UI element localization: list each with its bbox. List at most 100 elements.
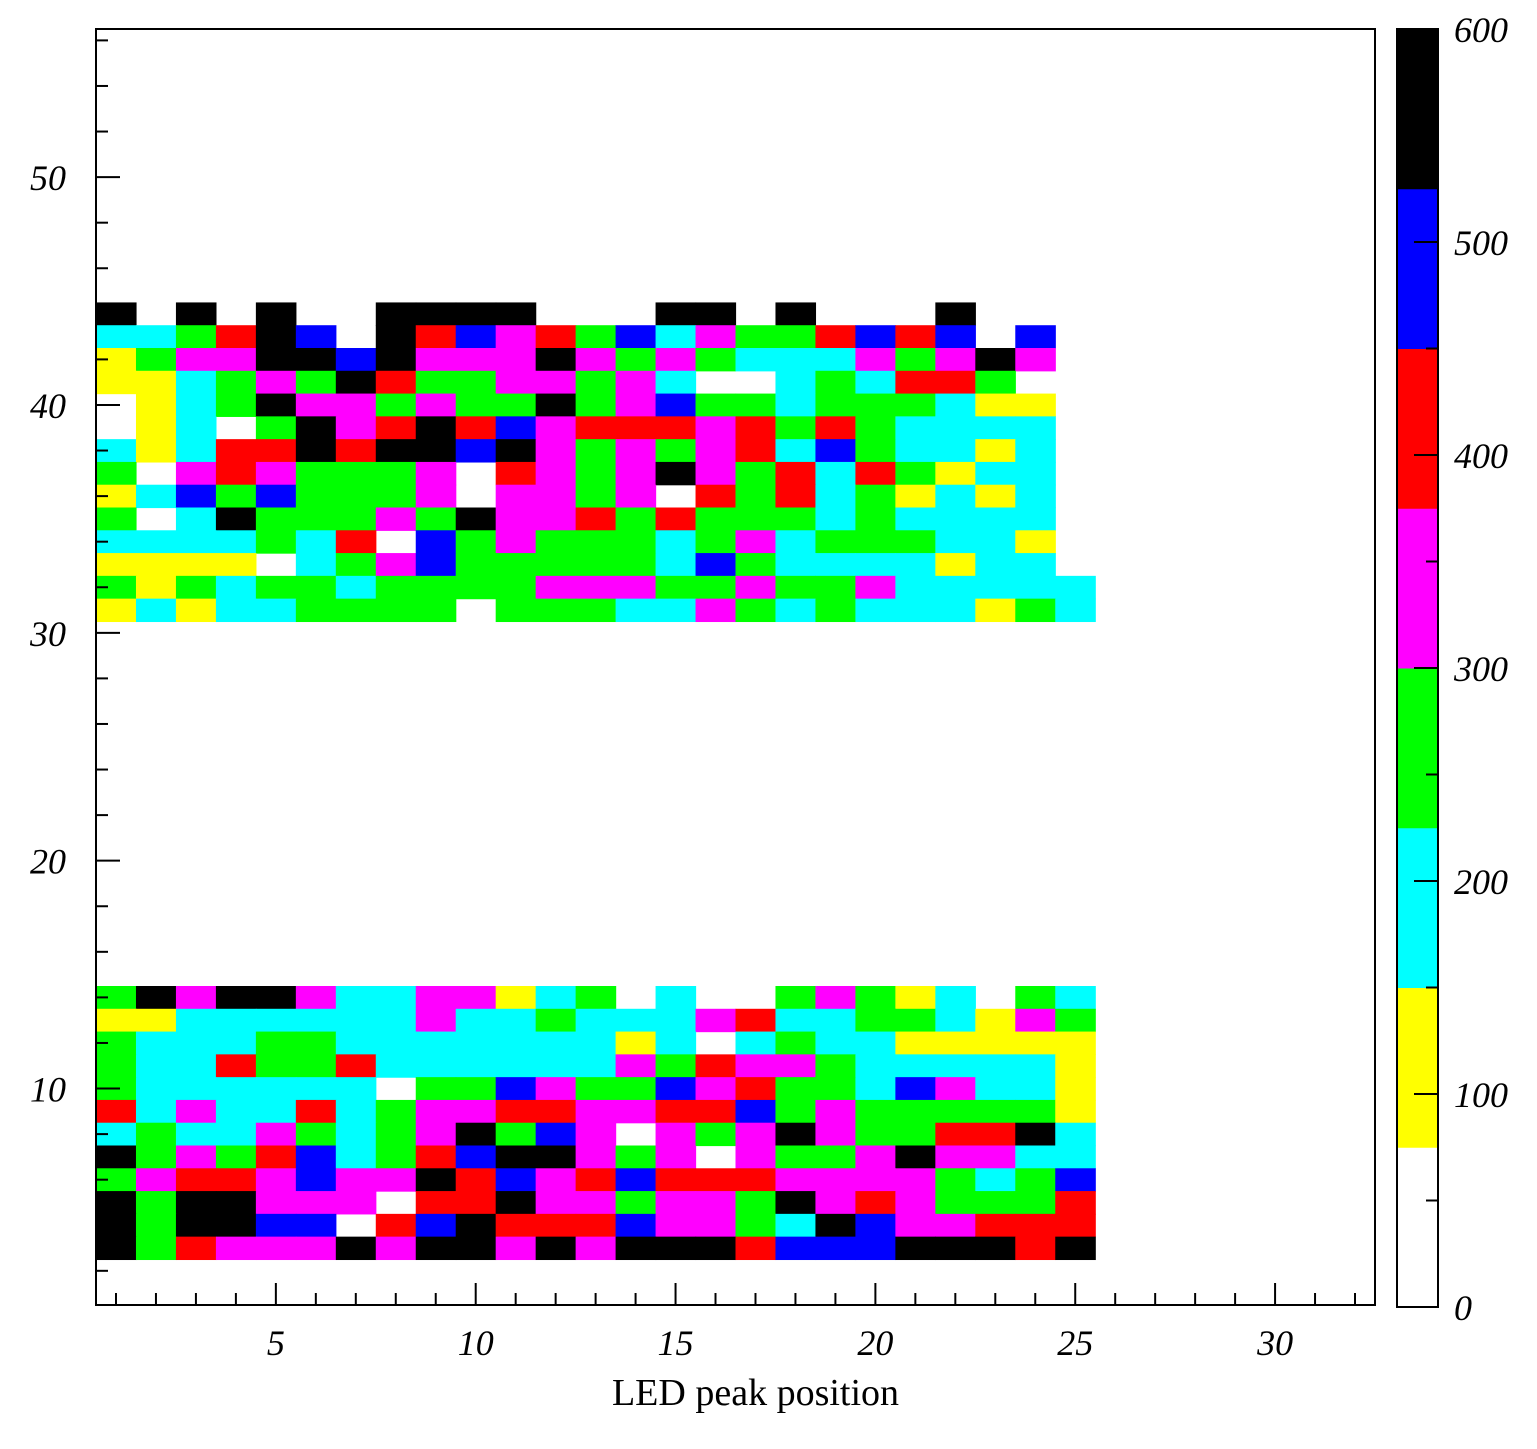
heatmap-cell — [335, 416, 377, 440]
heatmap-cell — [175, 1054, 217, 1078]
heatmap-cell — [855, 530, 896, 554]
heatmap-cell — [495, 1145, 537, 1169]
heatmap-cell — [1015, 1145, 1056, 1169]
heatmap-cell — [215, 1099, 257, 1124]
heatmap-cell — [135, 986, 177, 1010]
heatmap-cell — [935, 1099, 976, 1124]
heatmap-cell — [135, 416, 177, 440]
heatmap-cell — [175, 416, 217, 440]
heatmap-cell — [175, 370, 217, 395]
heatmap-cell — [655, 507, 697, 531]
heatmap-cell — [855, 325, 896, 349]
heatmap-cell — [375, 1054, 417, 1078]
x-tick-label: 20 — [857, 1323, 893, 1363]
heatmap-cell — [175, 530, 217, 554]
heatmap-cell — [175, 507, 217, 531]
heatmap-cell — [695, 1008, 737, 1033]
heatmap-cell — [935, 507, 976, 531]
heatmap-cell — [895, 530, 936, 554]
heatmap-cell — [815, 348, 857, 372]
heatmap-cell — [415, 575, 457, 600]
heatmap-cell — [575, 1191, 617, 1215]
heatmap-cell — [215, 439, 257, 463]
heatmap-cell — [375, 484, 417, 509]
heatmap-cell — [175, 1099, 217, 1124]
heatmap-cell — [495, 1191, 537, 1215]
heatmap-cell — [455, 1122, 497, 1147]
heatmap-cell — [255, 575, 297, 600]
heatmap-cell — [295, 1236, 337, 1261]
heatmap-cell — [735, 1191, 777, 1215]
heatmap-cell — [775, 1008, 817, 1033]
heatmap-cell — [135, 393, 177, 417]
x-axis-ticks: 5 10 15 20 25 30 — [114, 1283, 1357, 1363]
heatmap-cell — [615, 1099, 657, 1124]
heatmap-cell — [255, 325, 297, 349]
heatmap-cells — [96, 302, 1096, 1261]
heatmap-cell — [335, 575, 377, 600]
heatmap-cell — [535, 1008, 577, 1033]
heatmap-cell — [495, 1054, 537, 1078]
heatmap-cell — [575, 1236, 617, 1261]
heatmap-cell — [455, 1145, 497, 1169]
heatmap-cell — [775, 370, 817, 395]
heatmap-cell — [255, 1236, 297, 1261]
heatmap-cell — [855, 986, 896, 1010]
heatmap-cell — [415, 507, 457, 531]
heatmap-cell — [255, 1077, 297, 1101]
heatmap-cell — [575, 393, 617, 417]
heatmap-cell — [455, 1099, 497, 1124]
heatmap-cell — [615, 416, 657, 440]
heatmap-cell — [295, 1099, 337, 1124]
heatmap-cell — [935, 370, 976, 395]
heatmap-cell — [375, 1236, 417, 1261]
y-tick-label: 50 — [30, 158, 66, 198]
heatmap-cell — [975, 1008, 1016, 1033]
heatmap-cell — [655, 1054, 697, 1078]
heatmap-cell — [655, 1031, 697, 1055]
heatmap-cell — [775, 507, 817, 531]
heatmap-cell — [415, 484, 457, 509]
heatmap-cell — [855, 507, 896, 531]
heatmap-cell — [96, 439, 137, 463]
heatmap-cell — [855, 484, 896, 509]
heatmap-cell — [935, 1191, 976, 1215]
heatmap-cell — [615, 393, 657, 417]
heatmap-cell — [335, 553, 377, 577]
heatmap-cell — [215, 461, 257, 486]
heatmap-cell — [695, 461, 737, 486]
heatmap-cell — [855, 348, 896, 372]
heatmap-cell — [335, 507, 377, 531]
heatmap-cell — [575, 1213, 617, 1238]
heatmap-cell — [335, 484, 377, 509]
heatmap-cell — [175, 348, 217, 372]
heatmap-cell — [935, 530, 976, 554]
heatmap-cell — [1055, 1031, 1096, 1055]
heatmap-cell — [815, 1145, 857, 1169]
heatmap-cell — [335, 1099, 377, 1124]
heatmap-cell — [655, 370, 697, 395]
heatmap-cell — [655, 439, 697, 463]
heatmap-cell — [295, 1122, 337, 1147]
heatmap-cell — [735, 1145, 777, 1169]
colorbar-tick-label: 200 — [1454, 862, 1508, 902]
heatmap-cell — [695, 439, 737, 463]
heatmap-cell — [335, 370, 377, 395]
heatmap-cell — [855, 1054, 896, 1078]
heatmap-cell — [855, 1191, 896, 1215]
heatmap-cell — [1055, 1054, 1096, 1078]
heatmap-cell — [215, 1054, 257, 1078]
heatmap-cell — [935, 986, 976, 1010]
heatmap-cell — [575, 1077, 617, 1101]
heatmap-cell — [295, 370, 337, 395]
heatmap-cell — [415, 1031, 457, 1055]
heatmap-cell — [295, 530, 337, 554]
heatmap-cell — [1055, 1236, 1096, 1261]
heatmap-cell — [695, 575, 737, 600]
heatmap-cell — [975, 1077, 1016, 1101]
heatmap-cell — [1055, 598, 1096, 623]
heatmap-cell — [575, 553, 617, 577]
heatmap-cell — [495, 439, 537, 463]
heatmap-cell — [575, 348, 617, 372]
heatmap-cell — [575, 575, 617, 600]
